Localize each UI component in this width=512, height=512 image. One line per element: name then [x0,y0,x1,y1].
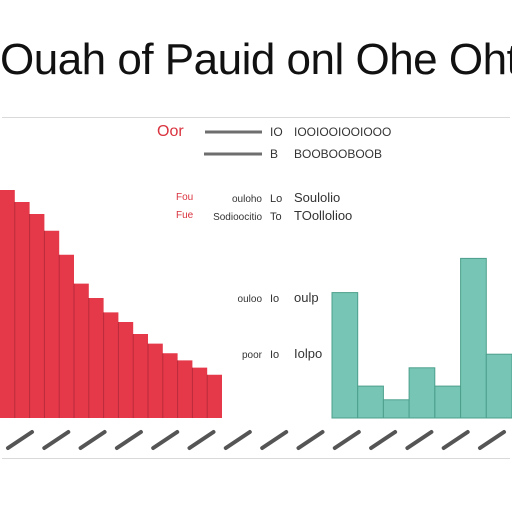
x-tick-mark [260,430,289,450]
center-label-mid: To [270,211,282,223]
x-tick-mark [151,430,180,450]
legend-label: Fue [176,210,194,221]
center-label-mid: Lo [270,193,282,205]
center-label-mid: Io [270,349,279,361]
center-label-left: poor [242,350,263,361]
x-tick-mark [42,430,71,450]
legend-label: Oor [157,123,184,140]
chart-title: Ouah of Pauid onl Ohe Oht [0,35,512,84]
x-tick-mark [405,430,434,450]
center-label-right: BOOBOOBOOB [294,147,382,161]
center-label-right: TOollolioo [294,208,352,223]
right-bar [357,385,384,419]
x-tick-mark [78,430,107,450]
center-label-left: Sodioocitio [213,212,262,223]
right-bar [434,385,462,419]
x-tick-mark [6,430,34,450]
center-label-mid: Io [270,293,279,305]
center-label-right: Soulolio [294,190,340,205]
x-tick-mark [441,430,470,450]
center-label-left: ouloo [238,294,263,305]
center-label-right: Iolpo [294,346,322,361]
center-labels: IO IOOIOOIOOIOOO B BOOBOOBOOB ouloho Lo Soulol… [204,125,391,361]
x-tick-mark [369,430,398,450]
x-axis-ticks [6,430,506,450]
x-tick-mark [296,430,325,450]
center-label-right: oulp [294,290,319,305]
x-tick-mark [187,430,216,450]
center-label-left: ouloho [232,194,262,205]
x-tick-mark [478,430,506,450]
right-bar [485,353,512,419]
right-bar-chart [331,257,512,419]
center-label-mid: IO [270,125,283,139]
right-bar [408,367,436,419]
center-label-mid: B [270,147,278,161]
right-bar [382,399,410,419]
right-bar [331,292,359,419]
left-area-fill [0,190,222,418]
x-tick-mark [223,430,252,450]
x-tick-mark [332,430,361,450]
right-bar [460,257,487,419]
x-tick-mark [114,430,143,450]
legend-label: Fou [176,192,193,203]
center-label-right: IOOIOOIOOIOOO [294,125,391,139]
left-area-chart: Oor Fou Fue [0,123,222,418]
